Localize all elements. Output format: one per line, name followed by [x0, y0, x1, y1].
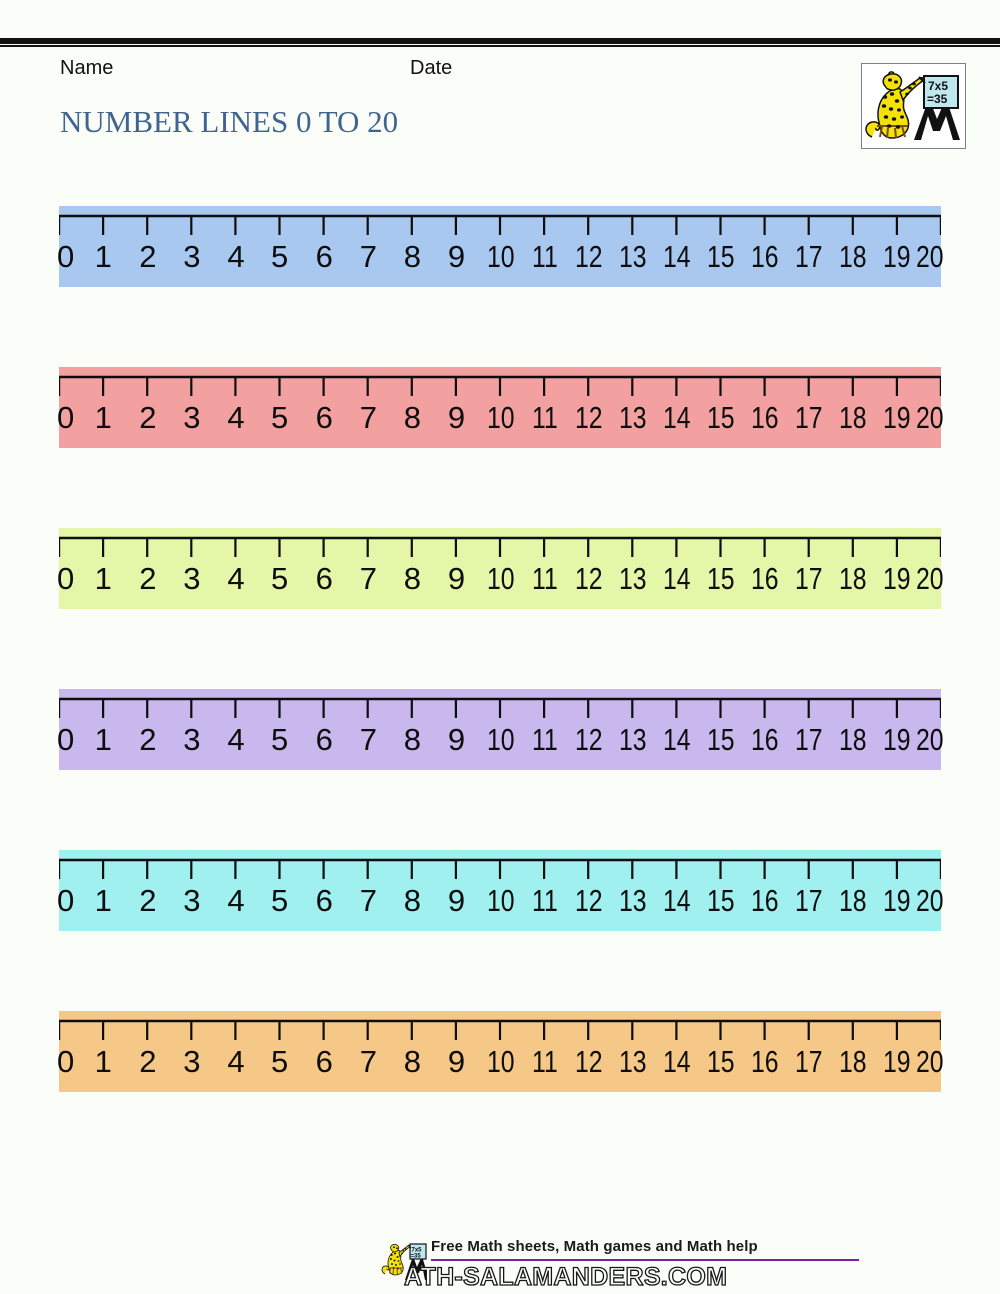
- svg-text:=35: =35: [927, 92, 948, 106]
- svg-text:=35: =35: [411, 1254, 422, 1260]
- svg-text:7x5: 7x5: [928, 79, 948, 93]
